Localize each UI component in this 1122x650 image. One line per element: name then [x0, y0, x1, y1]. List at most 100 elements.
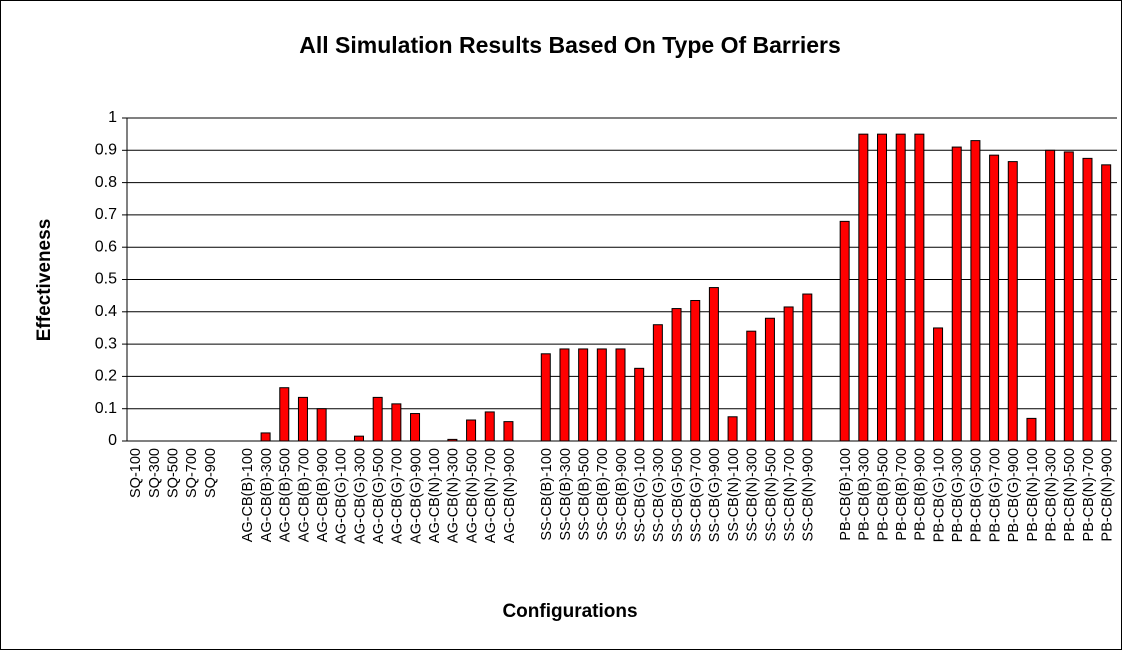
bar [1101, 164, 1112, 442]
y-tick-label: 0.9 [95, 142, 117, 159]
bar [410, 413, 421, 442]
x-tick-label: SS-CB(G)-300 [651, 448, 667, 542]
bar [951, 146, 962, 442]
x-tick-label: PB-CB(G)-300 [950, 448, 966, 542]
x-tick-label: AG-CB(N)-100 [427, 448, 443, 543]
bar [1026, 417, 1037, 442]
bar [895, 133, 906, 442]
y-tick-label: 0.4 [95, 303, 117, 320]
x-tick-label: PB-CB(N)-300 [1043, 448, 1059, 541]
bar [297, 396, 308, 442]
x-tick-label: SS-CB(N)-300 [745, 448, 761, 541]
bar [652, 324, 663, 442]
bar [764, 317, 775, 442]
bar [260, 432, 271, 442]
x-tick-label: SQ-100 [128, 448, 144, 498]
bar [447, 438, 458, 442]
x-tick-label: AG-CB(B)-900 [315, 448, 331, 542]
bar [877, 133, 888, 442]
x-tick-label: PB-CB(B)-300 [857, 448, 873, 541]
bar [708, 287, 719, 442]
x-tick-label: AG-CB(B)-700 [296, 448, 312, 542]
bar [989, 154, 1000, 442]
x-tick-label: SS-CB(N)-900 [801, 448, 817, 541]
bar [1045, 149, 1056, 442]
x-tick-label: AG-CB(N)-300 [446, 448, 462, 543]
x-tick-label: AG-CB(B)-100 [240, 448, 256, 542]
x-tick-label: SS-CB(G)-900 [707, 448, 723, 542]
x-tick-label: PB-CB(B)-900 [913, 448, 929, 541]
y-axis-label: Effectiveness [34, 219, 55, 342]
bar [316, 408, 327, 442]
bar [1007, 161, 1018, 442]
bar [839, 220, 850, 442]
x-tick-label: SS-CB(N)-700 [782, 448, 798, 541]
bar [279, 387, 290, 442]
chart-title: All Simulation Results Based On Type Of … [299, 32, 841, 58]
x-tick-label: SS-CB(G)-500 [670, 448, 686, 542]
x-tick-label: AG-CB(G)-300 [352, 448, 368, 544]
x-tick-label: PB-CB(G)-500 [969, 448, 985, 542]
x-tick-label: AG-CB(G)-900 [408, 448, 424, 544]
y-tick-label: 0.3 [95, 335, 117, 352]
y-tick-label: 0.8 [95, 174, 117, 191]
y-tick-label: 0 [108, 432, 117, 449]
bar [578, 348, 589, 442]
bar [914, 133, 925, 442]
x-tick-label: SQ-900 [203, 448, 219, 498]
y-tick-label: 0.7 [95, 206, 117, 223]
x-tick-label: PB-CB(N)-900 [1099, 448, 1115, 541]
x-tick-label: AG-CB(N)-700 [483, 448, 499, 543]
bar [540, 353, 551, 442]
x-tick-label: AG-CB(G)-700 [390, 448, 406, 544]
y-tick-label: 0.5 [95, 271, 117, 288]
bar [596, 348, 607, 442]
x-tick-label: SQ-300 [147, 448, 163, 498]
bar [746, 330, 757, 442]
x-tick-label: SS-CB(B)-500 [576, 448, 592, 541]
x-tick-label: SS-CB(N)-500 [763, 448, 779, 541]
x-tick-label: AG-CB(G)-100 [334, 448, 350, 544]
bar [933, 327, 944, 442]
x-tick-label: AG-CB(N)-900 [502, 448, 518, 543]
bar [727, 416, 738, 442]
x-tick-label: AG-CB(B)-500 [278, 448, 294, 542]
x-tick-label: SS-CB(G)-100 [633, 448, 649, 542]
bar [353, 435, 364, 442]
bar [970, 140, 981, 442]
x-tick-label: SQ-700 [184, 448, 200, 498]
bar [559, 348, 570, 442]
x-tick-label: SQ-500 [166, 448, 182, 498]
bar [1063, 151, 1074, 442]
bar [1082, 157, 1093, 442]
x-tick-label: AG-CB(B)-300 [259, 448, 275, 542]
x-tick-label: SS-CB(B)-900 [614, 448, 630, 541]
x-tick-label: SS-CB(G)-700 [689, 448, 705, 542]
x-tick-label: AG-CB(N)-500 [464, 448, 480, 543]
x-tick-label: PB-CB(B)-100 [838, 448, 854, 541]
y-tick-label: 0.2 [95, 368, 117, 385]
y-tick-label: 0.1 [95, 400, 117, 417]
x-tick-label: PB-CB(G)-900 [1006, 448, 1022, 542]
bar [634, 367, 645, 442]
bar [503, 421, 514, 442]
x-tick-label: PB-CB(N)-700 [1081, 448, 1097, 541]
bar [671, 308, 682, 442]
x-tick-label: PB-CB(B)-500 [875, 448, 891, 541]
bar [783, 306, 794, 442]
y-tick-label: 1 [108, 109, 117, 126]
bar [690, 299, 701, 442]
bar [858, 133, 869, 442]
bar [391, 403, 402, 442]
x-tick-label: PB-CB(B)-700 [894, 448, 910, 541]
bar [466, 419, 477, 442]
x-tick-label: PB-CB(N)-100 [1025, 448, 1041, 541]
x-tick-label: SS-CB(B)-700 [595, 448, 611, 541]
y-tick-label: 0.6 [95, 238, 117, 255]
x-tick-label: PB-CB(N)-500 [1062, 448, 1078, 541]
x-tick-label: PB-CB(G)-100 [931, 448, 947, 542]
bar [484, 411, 495, 442]
x-tick-label: PB-CB(G)-700 [987, 448, 1003, 542]
